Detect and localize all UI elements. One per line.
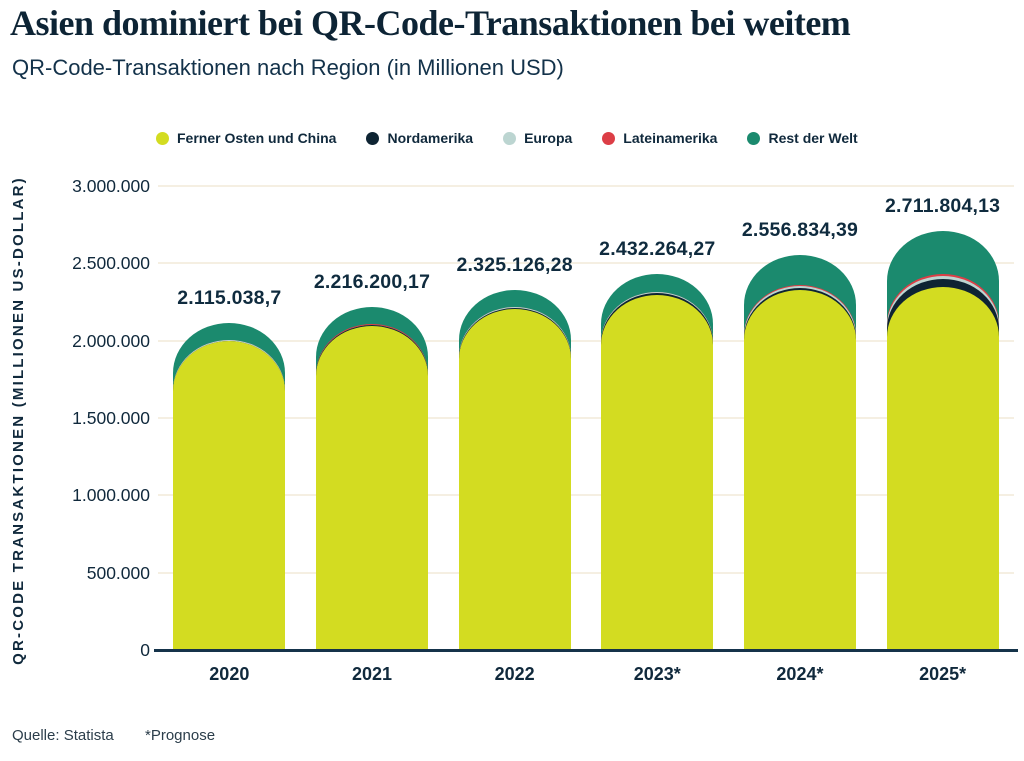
legend-item-ferner-osten-und-china: Ferner Osten und China <box>156 130 336 146</box>
bar-total-label: 2.711.804,13 <box>885 194 1001 217</box>
y-axis-title-text: QR-CODE TRANSAKTIONEN (MILLIONEN US-DOLL… <box>9 175 27 665</box>
x-tick-label: 2025* <box>919 664 967 684</box>
legend-dot-icon <box>747 131 761 145</box>
y-tick-label: 2.000.000 <box>72 330 150 351</box>
legend: Ferner Osten und China Nordamerika Europa L… <box>156 130 858 146</box>
y-tick-label: 2.500.000 <box>72 253 150 274</box>
legend-item-europa: Europa <box>503 130 572 146</box>
bar-total-label: 2.556.834,39 <box>741 218 859 241</box>
y-tick-label: 1.500.000 <box>72 408 150 428</box>
bar-2024: 2.556.834,39 <box>741 186 859 650</box>
bar-2023: 2.432.264,27 <box>599 186 716 650</box>
x-tick-label: 2022 <box>494 664 535 684</box>
legend-dot-icon <box>602 131 616 145</box>
bar-2020: 2.115.038,7 <box>173 186 286 650</box>
legend-item-lateinamerika: Lateinamerika <box>602 130 717 146</box>
bar-segment-ferner-osten-und-china <box>743 290 856 650</box>
gridline-1.000.000 <box>158 494 1014 497</box>
gridline-500.000 <box>158 571 1014 574</box>
bars: 2.115.038,7 2.216.200,17 2.325.126,28 2.432… <box>158 186 1014 650</box>
y-axis-title: QR-CODE TRANSAKTIONEN (MILLIONEN US-DOLL… <box>0 170 36 670</box>
forecast-note: *Prognose <box>145 727 216 744</box>
bar-total-label: 2.325.126,28 <box>456 254 573 277</box>
legend-item-rest-der-welt: Rest der Welt <box>747 130 858 146</box>
gridline-2.000.000 <box>158 339 1014 342</box>
gridline-2.500.000 <box>158 262 1014 265</box>
chart-subtitle: QR-Code-Transaktionen nach Region (in Mi… <box>12 55 564 80</box>
legend-label: Europa <box>524 130 573 146</box>
legend-dot-icon <box>503 131 517 145</box>
x-tick-label: 2021 <box>351 664 392 684</box>
gridline-3.000.000 <box>158 185 1014 187</box>
y-tick-label: 500.000 <box>86 562 150 583</box>
bar-segment-ferner-osten-und-china <box>315 325 428 650</box>
bar-total-label: 2.115.038,7 <box>177 286 282 309</box>
chart-title: Asien dominiert bei QR-Code-Transaktione… <box>10 3 851 43</box>
x-tick-label: 2023* <box>633 664 681 684</box>
bar-segment-ferner-osten-und-china <box>458 308 571 650</box>
x-tick-label: 2020 <box>209 664 250 684</box>
bar-2025: 2.711.804,13 <box>885 186 1001 650</box>
x-axis-line <box>154 649 1018 652</box>
legend-dot-icon <box>156 131 169 145</box>
y-tick-label: 1.000.000 <box>72 485 150 506</box>
legend-label: Ferner Osten und China <box>177 130 337 146</box>
x-axis-tick-labels: 2020 2021 2022 2023* 2024* 2025* <box>158 664 1014 685</box>
y-tick-label: 0 <box>140 640 150 660</box>
bar-segment-ferner-osten-und-china <box>886 287 999 650</box>
source-label: Quelle: Statista <box>12 727 114 744</box>
legend-label: Lateinamerika <box>623 130 718 146</box>
plot-area: 2.115.038,7 2.216.200,17 2.325.126,28 2.432… <box>154 185 1018 652</box>
legend-dot-icon <box>366 131 380 145</box>
bar-total-label: 2.216.200,17 <box>313 271 431 294</box>
y-tick-label: 3.000.000 <box>72 176 150 196</box>
legend-label: Nordamerika <box>387 130 474 146</box>
bar-2022: 2.325.126,28 <box>456 186 573 650</box>
x-tick-label: 2024* <box>776 664 824 684</box>
bar-segment-ferner-osten-und-china <box>173 341 286 650</box>
bar-total-label: 2.432.264,27 <box>599 237 716 260</box>
legend-label: Rest der Welt <box>768 130 858 146</box>
gridline-1.500.000 <box>158 417 1014 419</box>
legend-item-nordamerika: Nordamerika <box>366 130 473 146</box>
bar-2021: 2.216.200,17 <box>313 186 431 650</box>
bar-segment-ferner-osten-und-china <box>601 295 714 650</box>
